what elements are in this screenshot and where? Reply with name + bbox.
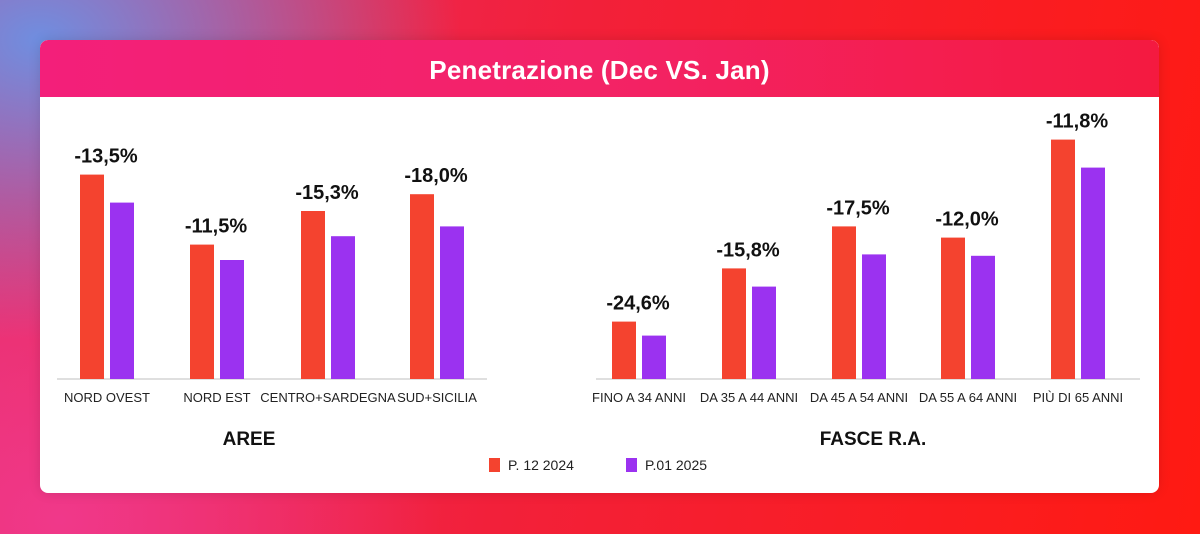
bar-fasce-da-55-a-64-anni-series1 [941, 237, 965, 379]
tick-label-aree-centro-sardegna: CENTRO+SARDEGNA [260, 390, 396, 405]
bar-fasce-da-35-a-44-anni-series1 [722, 268, 746, 379]
data-label-aree-nord-ovest: -13,5% [74, 146, 138, 168]
legend-swatch-p12-2024 [489, 458, 500, 472]
legend-label-p01-2025: P.01 2025 [645, 457, 707, 473]
bar-aree-nord-ovest-series1 [80, 174, 104, 379]
chart-aree: AREE -13,5% NORD OVEST -11,5% NORD EST -15,3… [57, 146, 487, 450]
bar-aree-nord-est-series2 [220, 260, 244, 379]
tick-label-aree-nord-est: NORD EST [183, 390, 250, 405]
data-label-aree-centro-sardegna: -15,3% [295, 182, 359, 204]
tick-label-aree-nord-ovest: NORD OVEST [64, 390, 150, 405]
page-title: Penetrazione (Dec VS. Jan) [429, 55, 770, 85]
tick-label-aree-sud-sicilia: SUD+SICILIA [397, 390, 477, 405]
legend: P. 12 2024 P.01 2025 [489, 457, 707, 473]
bar-aree-centro-sardegna-series1 [301, 211, 325, 379]
tick-label-fasce-piu-di-65-anni: PIÙ DI 65 ANNI [1033, 390, 1123, 405]
data-label-fasce-da-55-a-64-anni: -12,0% [935, 209, 999, 231]
bar-aree-centro-sardegna-series2 [331, 236, 355, 379]
fasce-chart-title: FASCE R.A. [820, 429, 927, 450]
bar-aree-nord-est-series1 [190, 244, 214, 379]
data-label-fasce-da-35-a-44-anni: -15,8% [716, 239, 780, 261]
chart-fasce: FASCE R.A. -24,6% FINO A 34 ANNI -15,8% DA … [592, 111, 1140, 450]
tick-label-fasce-da-45-a-54-anni: DA 45 A 54 ANNI [810, 390, 908, 405]
chart-card: Penetrazione (Dec VS. Jan) AREE -13,5% NO… [40, 40, 1159, 493]
bar-aree-nord-ovest-series2 [110, 202, 134, 379]
bar-fasce-da-45-a-54-anni-series1 [832, 226, 856, 379]
bar-fasce-fino-a-34-anni-series2 [642, 335, 666, 379]
charts-svg: AREE -13,5% NORD OVEST -11,5% NORD EST -15,3… [57, 111, 1140, 473]
bar-fasce-da-45-a-54-anni-series2 [862, 254, 886, 379]
bar-aree-sud-sicilia-series1 [410, 194, 434, 379]
tick-label-fasce-da-55-a-64-anni: DA 55 A 64 ANNI [919, 390, 1017, 405]
data-label-fasce-fino-a-34-anni: -24,6% [606, 293, 670, 315]
data-label-fasce-da-45-a-54-anni: -17,5% [826, 197, 890, 219]
aree-chart-title: AREE [223, 429, 276, 450]
data-label-fasce-piu-di-65-anni: -11,8% [1046, 111, 1108, 133]
legend-label-p12-2024: P. 12 2024 [508, 457, 574, 473]
bar-fasce-da-35-a-44-anni-series2 [752, 286, 776, 379]
bar-fasce-da-55-a-64-anni-series2 [971, 255, 995, 379]
bar-fasce-piu-di-65-anni-series1 [1051, 139, 1075, 379]
tick-label-fasce-da-35-a-44-anni: DA 35 A 44 ANNI [700, 390, 798, 405]
data-label-aree-sud-sicilia: -18,0% [404, 165, 468, 187]
data-label-aree-nord-est: -11,5% [185, 216, 247, 238]
tick-label-fasce-fino-a-34-anni: FINO A 34 ANNI [592, 390, 686, 405]
legend-swatch-p01-2025 [626, 458, 637, 472]
bar-fasce-fino-a-34-anni-series1 [612, 321, 636, 379]
bar-aree-sud-sicilia-series2 [440, 226, 464, 379]
title-banner [40, 40, 1159, 97]
bar-fasce-piu-di-65-anni-series2 [1081, 167, 1105, 379]
